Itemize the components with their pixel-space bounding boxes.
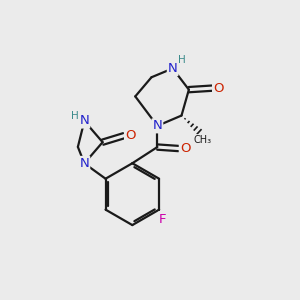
Text: CH₃: CH₃ — [193, 135, 211, 145]
Text: H: H — [178, 55, 186, 65]
Text: N: N — [152, 119, 162, 132]
Text: O: O — [180, 142, 190, 155]
Text: N: N — [80, 157, 89, 170]
Text: O: O — [125, 129, 136, 142]
Text: F: F — [159, 212, 166, 226]
Text: O: O — [213, 82, 224, 95]
Text: N: N — [168, 62, 178, 75]
Text: N: N — [80, 115, 89, 128]
Text: H: H — [71, 111, 79, 121]
